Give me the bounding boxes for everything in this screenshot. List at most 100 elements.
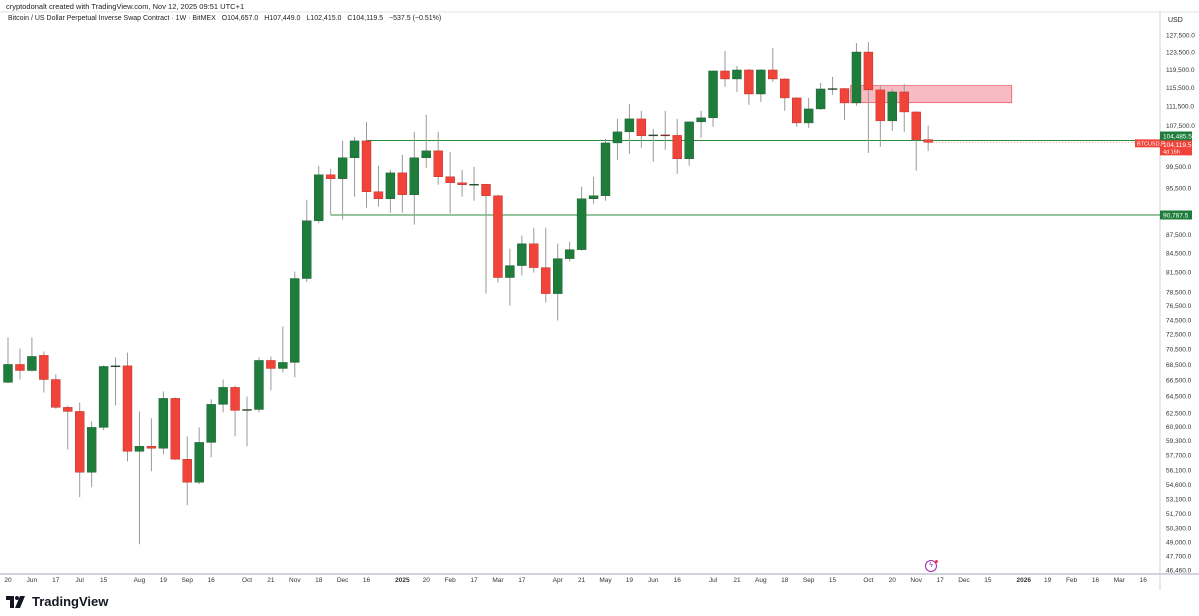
ohlc-low: L102,415.0	[306, 15, 342, 22]
candle-down	[122, 365, 133, 452]
price-tick-label: 99,500.0	[1166, 164, 1192, 171]
candle-up	[218, 387, 228, 405]
candle-up	[505, 265, 515, 278]
price-tick-label: 87,500.0	[1166, 232, 1192, 239]
price-tick-label: 62,500.0	[1166, 410, 1192, 417]
time-tick-label: 18	[781, 577, 789, 584]
time-tick-label: 16	[363, 577, 371, 584]
candle-down	[672, 135, 682, 160]
candle-up	[242, 409, 252, 411]
candle-up	[851, 51, 862, 104]
last-price-text: 104,119.5	[1163, 142, 1192, 149]
time-tick-label: 17	[518, 577, 526, 584]
time-tick-label: Jul	[709, 577, 718, 584]
candle-up	[612, 131, 623, 144]
candle-down	[373, 191, 384, 199]
candle-up	[409, 157, 419, 195]
candle-down	[792, 97, 802, 124]
time-tick-label: Feb	[445, 577, 457, 584]
time-tick-label: 19	[626, 577, 634, 584]
ohlc-close: C104,119.5	[347, 15, 384, 22]
price-tick-label: 74,500.0	[1166, 317, 1192, 324]
candle-down	[397, 172, 408, 195]
price-tick-label: 51,700.0	[1166, 511, 1192, 518]
time-tick-label: 19	[160, 577, 168, 584]
candle-up	[756, 69, 766, 95]
candle-up	[134, 446, 145, 452]
candle-down	[325, 174, 336, 179]
candle-down	[744, 69, 754, 95]
time-tick-label: Jul	[76, 577, 85, 584]
time-tick-label: Nov	[910, 577, 922, 584]
time-tick-label: Mar	[1114, 577, 1126, 584]
price-tick-label: 59,300.0	[1166, 438, 1192, 445]
candle-down	[529, 243, 539, 268]
candle-down	[39, 355, 49, 380]
tradingview-logo: TradingView	[6, 594, 108, 609]
time-tick-label: May	[599, 577, 612, 584]
candle-up	[803, 108, 814, 124]
price-tick-label: 81,500.0	[1166, 270, 1192, 277]
time-tick-label: Jun	[27, 577, 38, 584]
last-price-badge	[1160, 140, 1192, 156]
price-tick-label: 70,500.0	[1166, 347, 1192, 354]
candle-up	[600, 142, 611, 196]
price-tick-label: 64,500.0	[1166, 394, 1192, 401]
candle-up	[827, 88, 838, 90]
candle-up	[553, 258, 563, 294]
time-tick-label: Dec	[958, 577, 970, 584]
time-tick-label: 16	[1140, 577, 1148, 584]
time-tick-label: Jun	[648, 577, 659, 584]
level-price-text: 90,787.5	[1163, 212, 1189, 219]
resistance-zone[interactable]	[850, 85, 1013, 104]
price-tick-label: 56,100.0	[1166, 468, 1192, 475]
time-tick-label: Nov	[289, 577, 301, 584]
candle-up	[337, 157, 348, 179]
price-tick-label: 57,700.0	[1166, 453, 1192, 460]
currency-label[interactable]: USD	[1168, 17, 1183, 24]
symbol-title[interactable]: Bitcoin / US Dollar Perpetual Inverse Sw…	[8, 15, 216, 22]
candle-down	[923, 139, 933, 143]
candle-down	[899, 91, 909, 113]
time-tick-label: Aug	[755, 577, 767, 584]
price-tick-label: 115,500.0	[1166, 85, 1195, 92]
brand-name: TradingView	[32, 594, 109, 609]
time-tick-label: 15	[829, 577, 837, 584]
candle-down	[230, 387, 240, 411]
price-tick-label: 95,500.0	[1166, 186, 1192, 193]
candle-up	[3, 364, 13, 383]
price-tick-label: 72,500.0	[1166, 332, 1192, 339]
candle-down	[433, 150, 443, 177]
time-tick-label: 17	[470, 577, 478, 584]
time-tick-label: Sep	[803, 577, 815, 584]
candle-down	[660, 134, 670, 137]
lightning-icon[interactable]: ϟ	[925, 560, 938, 572]
candle-up	[564, 249, 575, 259]
time-tick-label: Apr	[553, 577, 564, 584]
candle-up	[98, 366, 109, 428]
candle-up	[314, 174, 324, 221]
price-tick-label: 47,700.0	[1166, 554, 1192, 561]
time-tick-label: 21	[578, 577, 586, 584]
ohlc-high: H107,449.0	[264, 15, 301, 22]
time-tick-label: 16	[1092, 577, 1100, 584]
candle-up	[421, 150, 431, 159]
price-change: −537.5 (−0.51%)	[389, 15, 442, 22]
candle-up	[302, 220, 312, 279]
candle-down	[636, 118, 647, 137]
time-tick-label: 20	[423, 577, 431, 584]
time-tick-label: Aug	[134, 577, 146, 584]
candle-up	[576, 198, 587, 250]
time-tick-label: 15	[984, 577, 992, 584]
candle-down	[74, 411, 85, 473]
candle-up	[696, 117, 706, 123]
time-tick-label: 2025	[395, 577, 410, 584]
price-tick-label: 60,900.0	[1166, 424, 1192, 431]
candle-down	[839, 88, 850, 104]
chart-credit: cryptodonalt created with TradingView.co…	[6, 2, 245, 11]
price-tick-label: 111,500.0	[1166, 104, 1194, 111]
price-tick-label: 119,500.0	[1166, 67, 1195, 74]
price-tick-label: 84,500.0	[1166, 251, 1192, 258]
time-tick-label: Mar	[492, 577, 504, 584]
